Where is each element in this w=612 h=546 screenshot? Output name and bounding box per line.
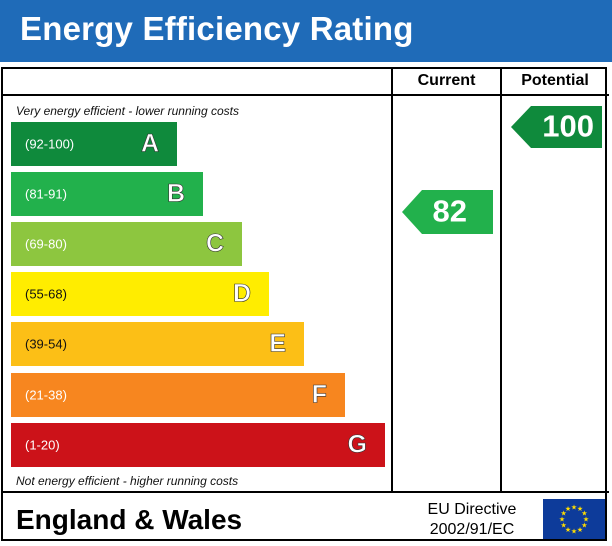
band-letter: A (140, 129, 160, 158)
eu-star: ★ (571, 528, 577, 536)
band-letter: B (166, 179, 186, 208)
current-rating-value: 82 (432, 193, 467, 229)
band-range-label: (81-91) (25, 186, 67, 202)
band-g: (1-20) G (11, 423, 385, 467)
band-letter: E (269, 329, 286, 358)
rating-frame (1, 67, 607, 541)
eu-stars-icon: ★★★★★★★★★ ★ ★★ (559, 504, 589, 536)
band-e: (39-54) E (11, 322, 304, 366)
title-bar: Energy Efficiency Rating (0, 0, 612, 62)
potential-arrow-shape (511, 106, 602, 148)
band-letter: C (205, 229, 225, 258)
top-note: Very energy efficient - lower running co… (16, 104, 239, 118)
eu-star: ★ (581, 522, 587, 530)
eu-directive: EU Directive 2002/91/EC (410, 500, 534, 540)
band-range-label: (92-100) (25, 136, 75, 152)
region-label: England & Wales (16, 504, 243, 535)
eu-star: ★ (565, 526, 571, 534)
eu-star: ★ (581, 510, 587, 518)
eu-star: ★ (583, 516, 589, 524)
current-arrow-shape (402, 190, 493, 234)
eu-star: ★ (577, 526, 583, 534)
eu-star: ★ (560, 510, 566, 518)
potential-rating-arrow: 100 (511, 106, 602, 148)
header-divider (1, 94, 609, 96)
band-range-label: (21-38) (25, 387, 67, 403)
band-letter: F (311, 380, 327, 409)
divider-potential (500, 67, 502, 493)
band-range-label: (39-54) (25, 336, 67, 352)
eu-star: ★ (559, 516, 565, 524)
band-a: (92-100) A (11, 122, 177, 166)
current-rating-arrow: 82 (402, 190, 493, 234)
bottom-note: Not energy efficient - higher running co… (16, 474, 239, 488)
footer-divider (1, 491, 609, 493)
potential-column-header: Potential (521, 72, 589, 89)
chart-title: Energy Efficiency Rating (20, 10, 414, 47)
band-range-label: (1-20) (25, 437, 60, 453)
eu-flag-icon: ★ ★ ★ ★ ★ ★ ★ ★ ★ ★ ★ ★ (543, 499, 605, 539)
eu-star: ★ (577, 505, 583, 513)
band-d: (55-68) D (11, 272, 269, 316)
divider-current (391, 67, 393, 493)
directive-line-2: 2002/91/EC (429, 521, 515, 538)
band-f: (21-38) F (11, 373, 345, 417)
potential-rating-value: 100 (542, 108, 594, 144)
band-c: (69-80) C (11, 222, 242, 266)
band-range-label: (55-68) (25, 286, 67, 302)
band-range-label: (69-80) (25, 236, 67, 252)
eu-star: ★ (565, 505, 571, 513)
directive-line-1: EU Directive (427, 501, 517, 518)
eu-star: ★ (571, 504, 577, 512)
eu-star: ★ (560, 522, 566, 530)
current-column-header: Current (417, 72, 476, 89)
band-letter: D (232, 279, 252, 308)
band-b: (81-91) B (11, 172, 203, 216)
band-letter: G (347, 430, 367, 459)
